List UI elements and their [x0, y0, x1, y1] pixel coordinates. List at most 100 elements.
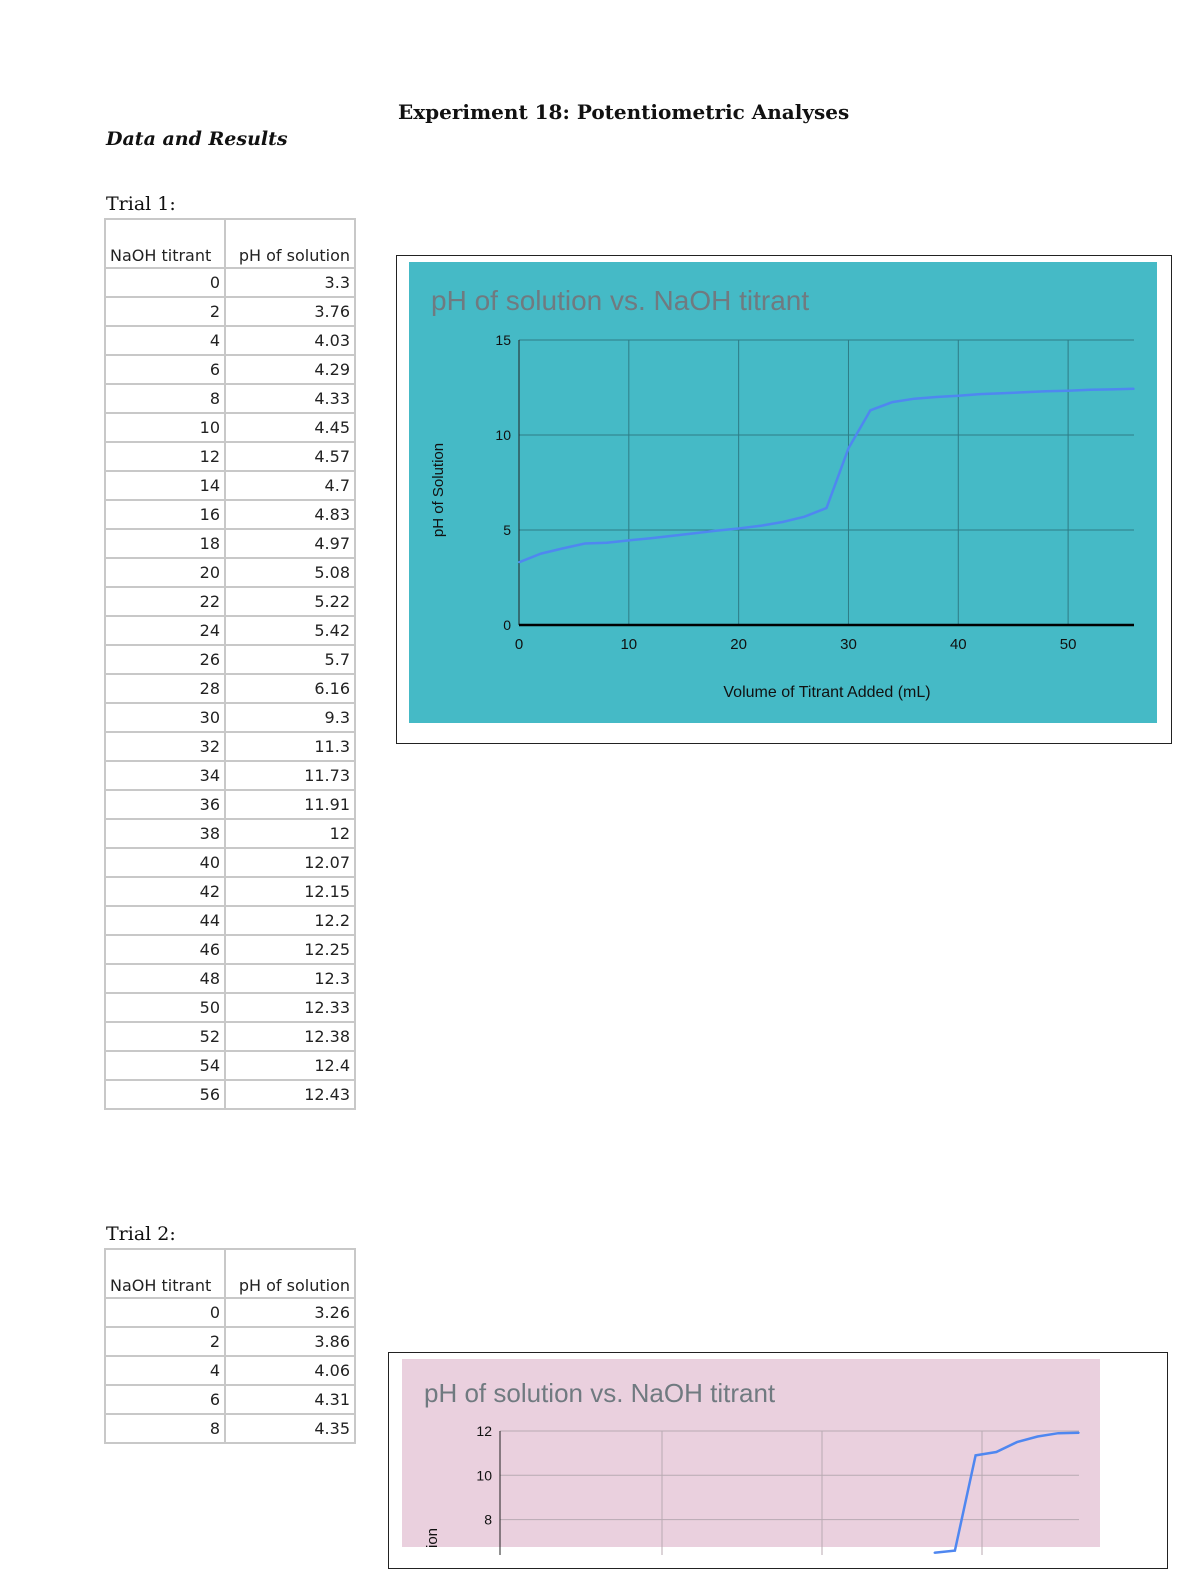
- ph-value-cell: 3.76: [224, 296, 356, 327]
- data-point: [974, 1454, 977, 1457]
- ph-value-cell: 11.91: [224, 789, 356, 820]
- table-row: 42 12.15: [104, 876, 356, 907]
- data-point: [1089, 388, 1091, 391]
- y-tick-label: 10: [476, 1467, 492, 1483]
- table-row: 6 4.29: [104, 354, 356, 385]
- naoh-titrant-cell: 6: [104, 1384, 226, 1415]
- table-row: 52 12.38: [104, 1021, 356, 1052]
- naoh-titrant-cell: 14: [104, 470, 226, 501]
- column-header-naoh-titrant: NaOH titrant: [104, 1248, 226, 1299]
- ph-value-cell: 4.33: [224, 383, 356, 414]
- table-row: 0 3.3: [104, 267, 356, 298]
- data-point: [649, 537, 652, 539]
- ph-value-cell: 12.4: [224, 1050, 356, 1081]
- table-row: 48 12.3: [104, 963, 356, 994]
- table-row: 8 4.35: [104, 1413, 356, 1444]
- naoh-titrant-cell: 30: [104, 702, 226, 733]
- ph-value-cell: 12.33: [224, 992, 356, 1023]
- table-row: 0 3.26: [104, 1297, 356, 1328]
- y-tick-label: 15: [495, 332, 511, 348]
- naoh-titrant-cell: 4: [104, 325, 226, 356]
- table-row: 24 5.42: [104, 615, 356, 646]
- document-title: Experiment 18: Potentiometric Analyses: [398, 100, 850, 124]
- table-row: 32 11.3: [104, 731, 356, 762]
- table-row: 18 4.97: [104, 528, 356, 559]
- trial-2-label: Trial 2:: [106, 1223, 176, 1245]
- naoh-titrant-cell: 26: [104, 644, 226, 675]
- ph-value-cell: 4.35: [224, 1413, 356, 1444]
- naoh-titrant-cell: 32: [104, 731, 226, 762]
- naoh-titrant-cell: 40: [104, 847, 226, 878]
- ph-value-cell: 4.97: [224, 528, 356, 559]
- data-point: [913, 397, 916, 400]
- data-point: [847, 447, 850, 450]
- trial-1-chart-frame: pH of solution vs. NaOH titrant 0 5 10 15 0…: [396, 255, 1172, 744]
- table-row: 50 12.33: [104, 992, 356, 1023]
- ph-value-cell: 6.16: [224, 673, 356, 704]
- data-point: [781, 521, 784, 523]
- data-point: [935, 396, 938, 398]
- naoh-titrant-cell: 10: [104, 412, 226, 443]
- table-row: 10 4.45: [104, 412, 356, 443]
- trial-1-data-table: NaOH titrant pH of solution 0 3.3 2 3.76 4 4.…: [104, 218, 356, 1110]
- naoh-titrant-cell: 42: [104, 876, 226, 907]
- table-row: 38 12: [104, 818, 356, 849]
- naoh-titrant-cell: 8: [104, 383, 226, 414]
- table-row: 44 12.2: [104, 905, 356, 936]
- table-row: 20 5.08: [104, 557, 356, 588]
- table-row: 16 4.83: [104, 499, 356, 530]
- ph-value-cell: 12.43: [224, 1079, 356, 1110]
- ph-value-cell: 9.3: [224, 702, 356, 733]
- naoh-titrant-cell: 56: [104, 1079, 226, 1110]
- data-point: [1133, 388, 1135, 390]
- y-tick-label: 12: [476, 1423, 492, 1439]
- data-point: [1016, 1441, 1018, 1443]
- naoh-titrant-cell: 20: [104, 557, 226, 588]
- ph-value-cell: 4.83: [224, 499, 356, 530]
- table-row: 4 4.03: [104, 325, 356, 356]
- ph-value-cell: 5.42: [224, 615, 356, 646]
- ph-value-cell: 12.3: [224, 963, 356, 994]
- table-row: 40 12.07: [104, 847, 356, 878]
- ph-value-cell: 4.03: [224, 325, 356, 356]
- naoh-titrant-cell: 28: [104, 673, 226, 704]
- trial-2-ph-chart: pH of solution vs. NaOH titrant 8 10 12 io…: [402, 1359, 1100, 1555]
- y-axis-label: pH of Solution: [430, 443, 447, 537]
- data-point: [759, 525, 762, 527]
- table-row: 54 12.4: [104, 1050, 356, 1081]
- ph-value-cell: 11.3: [224, 731, 356, 762]
- y-tick-label: 8: [484, 1512, 492, 1528]
- data-point: [957, 394, 960, 397]
- naoh-titrant-cell: 2: [104, 296, 226, 327]
- naoh-titrant-cell: 2: [104, 1326, 226, 1357]
- ph-value-cell: 4.7: [224, 470, 356, 501]
- naoh-titrant-cell: 24: [104, 615, 226, 646]
- naoh-titrant-cell: 4: [104, 1355, 226, 1386]
- y-tick-label: 10: [495, 427, 511, 443]
- table-row: 28 6.16: [104, 673, 356, 704]
- chart-title: pH of solution vs. NaOH titrant: [431, 285, 809, 316]
- table-row: 34 11.73: [104, 760, 356, 791]
- naoh-titrant-cell: 22: [104, 586, 226, 617]
- naoh-titrant-cell: 6: [104, 354, 226, 385]
- naoh-titrant-cell: 44: [104, 905, 226, 936]
- x-tick-label: 20: [730, 636, 747, 653]
- naoh-titrant-cell: 54: [104, 1050, 226, 1081]
- data-point: [954, 1549, 956, 1552]
- data-point: [979, 393, 982, 395]
- naoh-titrant-cell: 50: [104, 992, 226, 1023]
- table-row: 14 4.7: [104, 470, 356, 501]
- ph-value-cell: 5.7: [224, 644, 356, 675]
- data-point: [825, 507, 828, 509]
- table-row: 46 12.25: [104, 934, 356, 965]
- chart-title: pH of solution vs. NaOH titrant: [424, 1378, 776, 1408]
- table-row: 2 3.86: [104, 1326, 356, 1357]
- trial-2-data-table: NaOH titrant pH of solution 0 3.26 2 3.86 4 4…: [104, 1248, 356, 1444]
- data-point: [1067, 389, 1069, 392]
- ph-value-cell: 12.07: [224, 847, 356, 878]
- naoh-titrant-cell: 34: [104, 760, 226, 791]
- x-axis-label: Volume of Titrant Added (mL): [723, 684, 930, 701]
- data-point: [562, 547, 564, 550]
- naoh-titrant-cell: 8: [104, 1413, 226, 1444]
- naoh-titrant-cell: 48: [104, 963, 226, 994]
